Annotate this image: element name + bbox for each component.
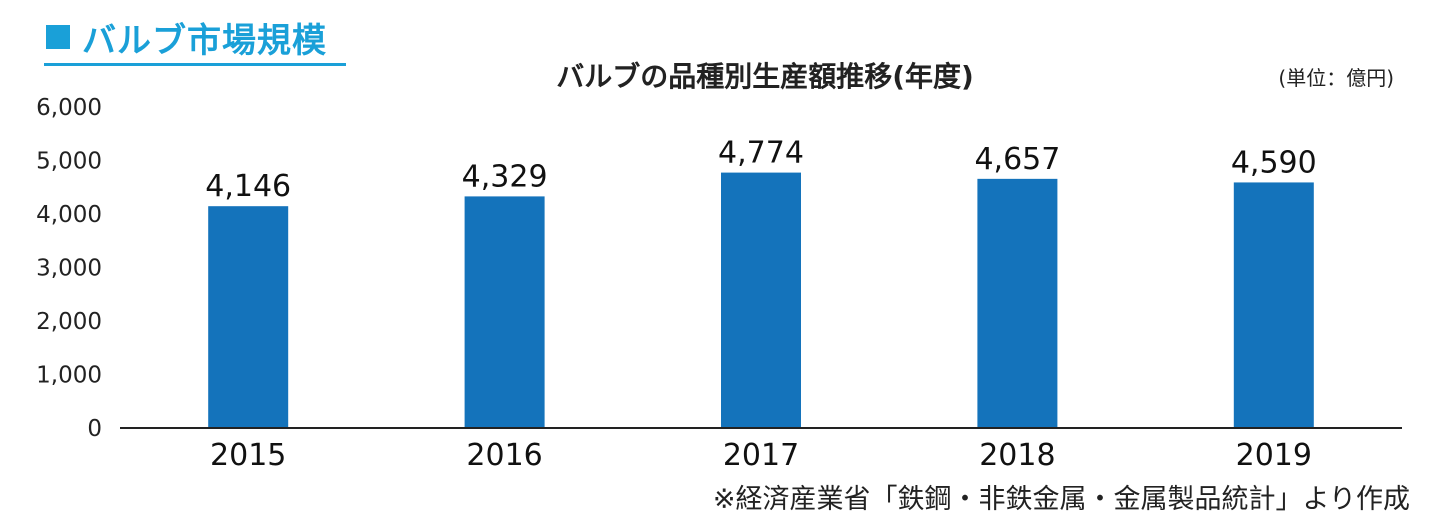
- bar-data-label: 4,146: [205, 169, 291, 204]
- bar-data-label: 4,774: [718, 136, 804, 171]
- y-tick-label: 2,000: [36, 309, 102, 335]
- bars: [208, 172, 1314, 428]
- bar-data-label: 4,329: [462, 159, 548, 194]
- bar: [1233, 182, 1314, 428]
- square-marker-icon: [46, 25, 70, 49]
- x-tick-label: 2019: [1236, 438, 1312, 473]
- y-tick-label: 1,000: [36, 363, 102, 389]
- bar: [208, 206, 289, 428]
- y-tick-label: 6,000: [36, 95, 102, 121]
- section-underline: [44, 63, 346, 66]
- bar-data-labels: 4,146 4,329 4,774 4,657 4,590: [205, 136, 1316, 205]
- bar: [464, 196, 545, 428]
- x-axis-labels: 2015 2016 2017 2018 2019: [210, 438, 1312, 473]
- x-tick-label: 2015: [210, 438, 286, 473]
- x-tick-label: 2016: [466, 438, 542, 473]
- y-axis-labels: 0 1,000 2,000 3,000 4,000 5,000 6,000: [36, 95, 102, 442]
- section-title: バルブ市場規模: [82, 20, 327, 61]
- section-heading: バルブ市場規模: [46, 12, 327, 62]
- unit-label: (単位：億円): [1278, 66, 1394, 90]
- bar-data-label: 4,590: [1231, 145, 1317, 180]
- x-tick-label: 2017: [723, 438, 799, 473]
- source-note: ※経済産業省「鉄鋼・非鉄金属・金属製品統計」より作成: [712, 484, 1410, 515]
- y-tick-label: 4,000: [36, 202, 102, 228]
- bar: [721, 172, 801, 428]
- bar: [977, 178, 1058, 428]
- chart-title: バルブの品種別生産額推移(年度): [556, 60, 974, 93]
- y-tick-label: 5,000: [36, 149, 102, 175]
- bar-data-label: 4,657: [974, 142, 1060, 177]
- x-tick-label: 2018: [979, 438, 1055, 473]
- y-tick-label: 0: [87, 416, 102, 442]
- y-tick-label: 3,000: [36, 256, 102, 282]
